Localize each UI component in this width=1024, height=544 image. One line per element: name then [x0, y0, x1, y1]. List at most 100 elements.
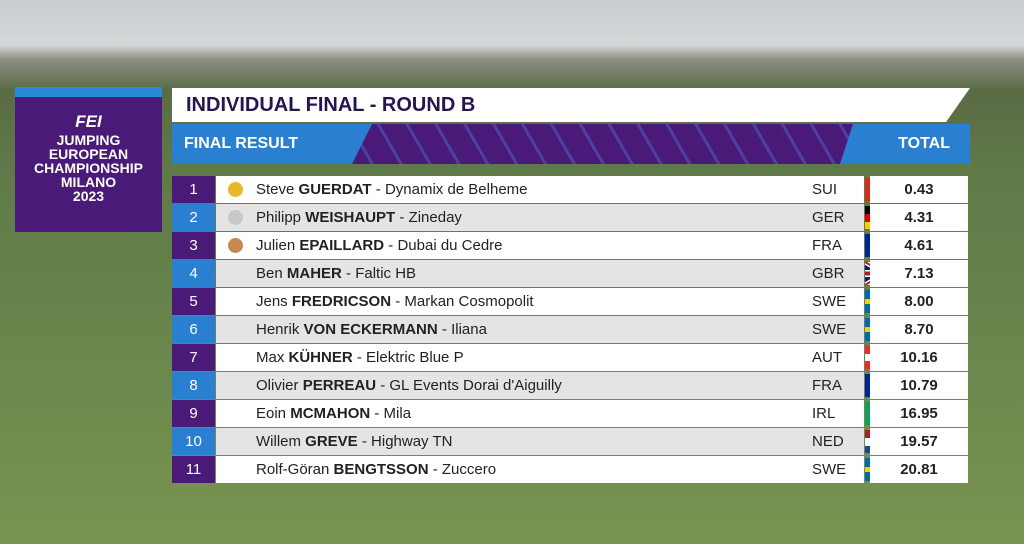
- rider-cell: Olivier PERREAU - GL Events Dorai d'Aigu…: [216, 372, 905, 399]
- rank: 1: [172, 176, 215, 203]
- result-row: 6 Henrik VON ECKERMANN - Iliana SWE 8.70: [172, 316, 968, 343]
- horse: Markan Cosmopolit: [404, 293, 534, 310]
- nation: IRL: [812, 405, 836, 422]
- total: 7.13: [870, 260, 968, 287]
- rider-last: KÜHNER: [288, 349, 353, 366]
- rider-cell: Julien EPAILLARD - Dubai du Cedre FRA: [216, 232, 905, 259]
- result-row: 5 Jens FREDRICSON - Markan Cosmopolit SWE 8…: [172, 288, 968, 315]
- total: 16.95: [870, 400, 968, 427]
- result-row: 8 Olivier PERREAU - GL Events Dorai d'Aig…: [172, 372, 968, 399]
- rank: 3: [172, 232, 215, 259]
- rank: 4: [172, 260, 215, 287]
- horse: Elektric Blue P: [366, 349, 464, 366]
- rank: 2: [172, 204, 215, 231]
- rider-first: Willem: [256, 433, 301, 450]
- total: 4.61: [870, 232, 968, 259]
- rider-cell: Steve GUERDAT - Dynamix de Belheme SUI: [216, 176, 905, 203]
- nation: FRA: [812, 377, 842, 394]
- total: 10.16: [870, 344, 968, 371]
- result-row: 2 Philipp WEISHAUPT - Zineday GER 4.31: [172, 204, 968, 231]
- result-row: 3 Julien EPAILLARD - Dubai du Cedre FRA 4.6…: [172, 232, 968, 259]
- rider-last: VON ECKERMANN: [303, 321, 438, 338]
- rider-last: BENGTSSON: [333, 461, 429, 478]
- separator: -: [356, 349, 362, 366]
- logo-line: CHAMPIONSHIP: [34, 160, 143, 176]
- separator: -: [380, 377, 386, 394]
- rider-first: Olivier: [256, 377, 299, 394]
- horse: Mila: [383, 405, 412, 422]
- separator: -: [432, 461, 438, 478]
- result-row: 7 Max KÜHNER - Elektric Blue P AUT 10.16: [172, 344, 968, 371]
- rider-cell: Rolf-Göran BENGTSSON - Zuccero SWE: [216, 456, 905, 483]
- nation: NED: [812, 433, 844, 450]
- rider-last: GREVE: [305, 433, 358, 450]
- rider-last: MAHER: [286, 265, 342, 282]
- logo-line: 2023: [72, 188, 105, 204]
- total: 8.00: [870, 288, 968, 315]
- result-row: 9 Eoin MCMAHON - Mila IRL 16.95: [172, 400, 968, 427]
- result-row: 10 Willem GREVE - Highway TN NED 19.57: [172, 428, 968, 455]
- total: 20.81: [870, 456, 968, 483]
- rider-cell: Henrik VON ECKERMANN - Iliana SWE: [216, 316, 905, 343]
- nation: SWE: [812, 461, 847, 478]
- separator: -: [375, 181, 381, 198]
- total: 8.70: [870, 316, 968, 343]
- separator: -: [388, 237, 394, 254]
- logo-line: EUROPEAN: [48, 146, 129, 162]
- nation: SUI: [812, 181, 838, 198]
- rank: 5: [172, 288, 215, 315]
- rider-first: Jens: [256, 293, 288, 310]
- rank: 7: [172, 344, 215, 371]
- nation: AUT: [812, 349, 842, 366]
- rider-last: EPAILLARD: [299, 237, 385, 254]
- rider-cell: Jens FREDRICSON - Markan Cosmopolit SWE: [216, 288, 905, 315]
- rider-last: GUERDAT: [298, 181, 372, 198]
- rider-last: WEISHAUPT: [305, 209, 396, 226]
- rider-last: PERREAU: [302, 377, 377, 394]
- rank: 8: [172, 372, 215, 399]
- result-row: 4 Ben MAHER - Faltic HB GBR 7.13: [172, 260, 968, 287]
- horse: GL Events Dorai d'Aiguilly: [389, 377, 562, 394]
- separator: -: [395, 293, 401, 310]
- rider-first: Henrik: [256, 321, 300, 338]
- rider-cell: Eoin MCMAHON - Mila IRL: [216, 400, 905, 427]
- rank: 6: [172, 316, 215, 343]
- logo-line: JUMPING: [56, 132, 121, 148]
- rank: 11: [172, 456, 215, 483]
- rider-cell: Ben MAHER - Faltic HB GBR: [216, 260, 905, 287]
- logo: FEI JUMPING EUROPEAN CHAMPIONSHIP MILANO…: [15, 87, 162, 232]
- nation: GER: [812, 209, 845, 226]
- rider-first: Ben: [256, 265, 283, 282]
- horse: Highway TN: [371, 433, 453, 450]
- nation: SWE: [812, 293, 847, 310]
- title: INDIVIDUAL FINAL - ROUND B: [172, 88, 970, 122]
- rider-first: Rolf-Göran: [256, 461, 330, 478]
- subheader-left: FINAL RESULT: [172, 124, 372, 164]
- rider-first: Eoin: [256, 405, 287, 422]
- separator: -: [346, 265, 352, 282]
- separator: -: [399, 209, 405, 226]
- nation: SWE: [812, 321, 847, 338]
- medal: [228, 210, 243, 225]
- rider-cell: Willem GREVE - Highway TN NED: [216, 428, 905, 455]
- total: 19.57: [870, 428, 968, 455]
- rank: 10: [172, 428, 215, 455]
- horse: Iliana: [451, 321, 487, 338]
- rider-first: Julien: [256, 237, 296, 254]
- rider-first: Max: [256, 349, 285, 366]
- medal: [228, 182, 243, 197]
- rider-last: MCMAHON: [290, 405, 371, 422]
- separator: -: [361, 433, 367, 450]
- rider-cell: Max KÜHNER - Elektric Blue P AUT: [216, 344, 905, 371]
- rider-last: FREDRICSON: [291, 293, 392, 310]
- horse: Dynamix de Belheme: [384, 181, 528, 198]
- rider-first: Steve: [256, 181, 295, 198]
- result-row: 11 Rolf-Göran BENGTSSON - Zuccero SWE 20.81: [172, 456, 968, 483]
- total: 0.43: [870, 176, 968, 203]
- rank: 9: [172, 400, 215, 427]
- logo-line: MILANO: [60, 174, 117, 190]
- nation: FRA: [812, 237, 842, 254]
- horse: Zuccero: [441, 461, 497, 478]
- subheader-right: TOTAL: [840, 124, 970, 164]
